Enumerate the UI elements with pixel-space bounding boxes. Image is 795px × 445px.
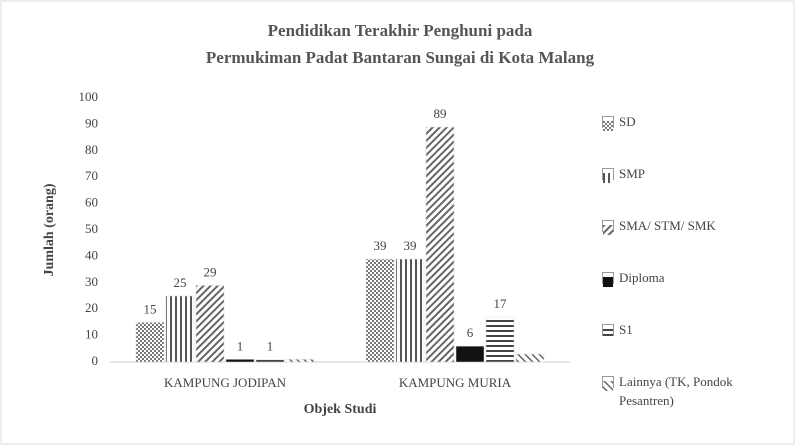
swatch [603, 225, 613, 235]
legend-label: Diploma [619, 270, 665, 285]
legend-item: SD [602, 112, 787, 131]
bar [425, 126, 455, 363]
bar [225, 359, 255, 363]
legend-label: SD [619, 114, 636, 129]
legend-swatch [602, 168, 614, 183]
legend-swatch [602, 324, 614, 339]
swatch [603, 121, 613, 131]
legend-label: SMA/ STM/ SMK [619, 218, 716, 233]
bar [195, 285, 225, 363]
legend-label: Lainnya (TK, Pondok Pesantren) [619, 374, 733, 408]
data-label: 1 [267, 338, 274, 353]
bar [165, 295, 195, 363]
bar [455, 345, 485, 363]
data-label: 39 [404, 238, 417, 253]
data-label: 6 [467, 325, 474, 340]
bar [485, 316, 515, 363]
bar [395, 258, 425, 363]
legend-item: Lainnya (TK, Pondok Pesantren) [602, 372, 787, 410]
swatch [603, 173, 613, 183]
y-tick-label: 20 [85, 300, 98, 315]
legend-swatch [602, 116, 614, 131]
y-axis-title: Jumlah (orang) [42, 183, 57, 276]
chart-title: Permukiman Padat Bantaran Sungai di Kota… [206, 48, 595, 67]
data-label: 15 [144, 301, 157, 316]
bar [135, 322, 165, 363]
data-label: 25 [174, 275, 187, 290]
chart-title: Pendidikan Terakhir Penghuni pada [268, 21, 533, 40]
y-tick-label: 100 [79, 89, 99, 104]
x-tick-label: KAMPUNG MURIA [399, 375, 512, 390]
legend-item: Diploma [602, 268, 787, 287]
data-label: 17 [494, 296, 508, 311]
swatch [603, 277, 613, 287]
y-tick-label: 0 [92, 353, 99, 368]
x-tick-label: KAMPUNG JODIPAN [164, 375, 287, 390]
y-tick-label: 90 [85, 115, 98, 130]
bar [365, 258, 395, 363]
bar [285, 359, 315, 363]
y-tick-label: 70 [85, 168, 98, 183]
legend-label: SMP [619, 166, 646, 181]
bar [515, 353, 545, 363]
swatch [603, 381, 613, 391]
y-tick-label: 60 [85, 195, 98, 210]
data-label: 1 [237, 338, 244, 353]
x-axis-title: Objek Studi [304, 402, 377, 417]
bar [255, 359, 285, 363]
legend-item: S1 [602, 320, 787, 339]
y-tick-label: 80 [85, 142, 98, 157]
data-label: 89 [434, 106, 447, 121]
legend-item: SMA/ STM/ SMK [602, 216, 787, 235]
legend-item: SMP [602, 164, 787, 183]
swatch [603, 329, 613, 339]
data-label: 39 [374, 238, 387, 253]
legend-label: S1 [619, 322, 633, 337]
legend-swatch [602, 376, 614, 391]
legend-swatch [602, 272, 614, 287]
data-label: 29 [204, 264, 217, 279]
y-tick-label: 50 [85, 221, 98, 236]
legend-swatch [602, 220, 614, 235]
y-tick-label: 10 [85, 327, 98, 342]
y-tick-label: 30 [85, 274, 98, 289]
y-tick-label: 40 [85, 247, 98, 262]
